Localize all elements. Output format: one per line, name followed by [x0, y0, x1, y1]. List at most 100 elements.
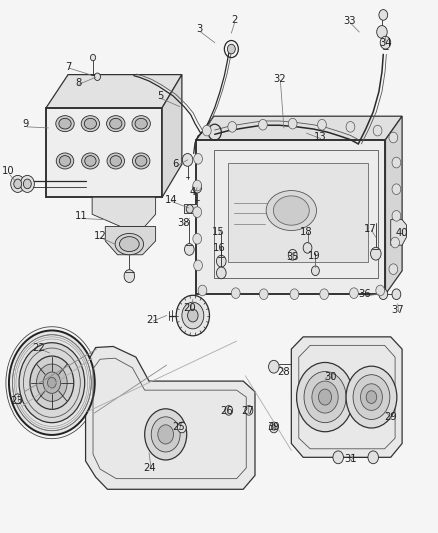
Text: 13: 13 — [314, 132, 326, 142]
Circle shape — [47, 377, 56, 388]
Circle shape — [182, 302, 204, 329]
Circle shape — [245, 406, 253, 415]
Circle shape — [346, 122, 355, 132]
Circle shape — [202, 125, 211, 136]
Ellipse shape — [110, 156, 121, 166]
Circle shape — [373, 125, 382, 136]
Circle shape — [90, 54, 95, 61]
Circle shape — [184, 244, 194, 255]
Circle shape — [216, 255, 226, 267]
Text: 9: 9 — [22, 119, 29, 128]
Circle shape — [303, 243, 312, 253]
Ellipse shape — [56, 153, 74, 169]
Circle shape — [318, 119, 326, 130]
Circle shape — [14, 179, 21, 189]
Circle shape — [366, 391, 377, 403]
Text: 10: 10 — [2, 166, 14, 175]
Ellipse shape — [132, 116, 150, 132]
Ellipse shape — [81, 153, 99, 169]
Circle shape — [391, 237, 399, 248]
Circle shape — [30, 356, 74, 409]
Circle shape — [371, 247, 381, 260]
Circle shape — [193, 182, 201, 193]
Text: 25: 25 — [173, 423, 185, 432]
Polygon shape — [184, 204, 197, 213]
Circle shape — [258, 119, 267, 130]
Text: 5: 5 — [157, 91, 163, 101]
Circle shape — [9, 330, 95, 435]
Text: 28: 28 — [278, 367, 290, 377]
Text: 19: 19 — [308, 251, 321, 261]
Circle shape — [392, 211, 401, 221]
Circle shape — [312, 381, 338, 413]
Text: 26: 26 — [221, 407, 233, 416]
Circle shape — [20, 175, 34, 192]
Ellipse shape — [135, 156, 147, 166]
Text: 37: 37 — [392, 305, 404, 315]
Text: 16: 16 — [213, 243, 226, 253]
Circle shape — [389, 132, 398, 143]
Ellipse shape — [56, 116, 74, 132]
Ellipse shape — [110, 118, 122, 129]
Circle shape — [376, 285, 385, 296]
Circle shape — [368, 451, 378, 464]
Text: 40: 40 — [396, 229, 408, 238]
Circle shape — [320, 289, 328, 300]
Circle shape — [94, 73, 100, 80]
Circle shape — [158, 425, 173, 444]
Text: 8: 8 — [75, 78, 81, 87]
Polygon shape — [196, 116, 402, 140]
Circle shape — [268, 360, 279, 373]
Text: 34: 34 — [379, 38, 392, 47]
Circle shape — [392, 157, 401, 168]
Ellipse shape — [106, 116, 125, 132]
Circle shape — [311, 266, 319, 276]
Text: 36: 36 — [358, 289, 371, 299]
Text: 3: 3 — [196, 25, 202, 34]
Polygon shape — [46, 108, 162, 197]
Ellipse shape — [59, 118, 71, 129]
Text: 20: 20 — [183, 303, 196, 313]
Circle shape — [187, 309, 198, 322]
Polygon shape — [391, 220, 406, 245]
Text: 32: 32 — [273, 74, 286, 84]
Circle shape — [225, 406, 233, 415]
Circle shape — [176, 295, 209, 336]
Circle shape — [11, 175, 25, 192]
Circle shape — [288, 118, 297, 129]
Circle shape — [360, 384, 382, 410]
Text: 6: 6 — [172, 159, 179, 169]
Circle shape — [193, 180, 201, 191]
Text: 14: 14 — [165, 195, 177, 205]
Polygon shape — [385, 116, 402, 294]
Circle shape — [194, 154, 202, 164]
Text: 30: 30 — [325, 373, 337, 382]
Circle shape — [392, 289, 401, 300]
Circle shape — [231, 288, 240, 298]
Circle shape — [353, 375, 390, 419]
Text: 18: 18 — [300, 227, 313, 237]
Circle shape — [193, 207, 201, 217]
Circle shape — [259, 289, 268, 300]
Circle shape — [350, 288, 358, 298]
Text: 29: 29 — [384, 412, 397, 422]
Text: 17: 17 — [364, 224, 377, 234]
Text: 22: 22 — [32, 343, 45, 352]
Circle shape — [23, 179, 31, 189]
Polygon shape — [105, 227, 155, 255]
Text: 31: 31 — [344, 455, 357, 464]
Circle shape — [43, 372, 60, 393]
Text: 7: 7 — [65, 62, 71, 71]
Circle shape — [389, 264, 398, 274]
Circle shape — [272, 425, 276, 430]
Circle shape — [145, 409, 187, 460]
Circle shape — [193, 233, 201, 244]
Text: 39: 39 — [268, 423, 280, 432]
Ellipse shape — [115, 233, 144, 255]
Polygon shape — [196, 140, 385, 294]
Circle shape — [228, 122, 237, 132]
Circle shape — [379, 10, 388, 20]
Circle shape — [124, 270, 134, 282]
Polygon shape — [291, 337, 402, 457]
Circle shape — [216, 267, 226, 279]
